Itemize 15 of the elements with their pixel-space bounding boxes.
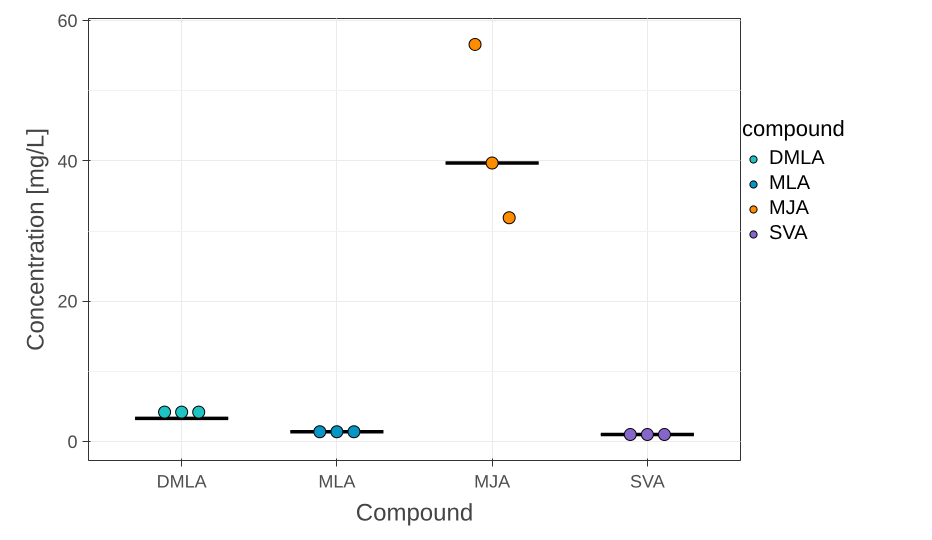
legend-title: compound [742,116,845,142]
x-tick-label: SVA [630,472,665,492]
y-tick-label: 20 [57,292,78,312]
legend-label: DMLA [769,147,825,170]
y-tick-label: 60 [57,11,78,32]
y-axis-title: Concentration [mg/L] [22,128,50,351]
x-tick-label: DMLA [156,472,207,492]
legend-label: SVA [769,222,808,245]
legend-label: MJA [769,197,809,220]
y-tick-label: 0 [67,432,78,452]
legend-label: MLA [769,172,810,195]
x-tick-label: MJA [474,472,510,492]
x-tick-label: MLA [318,472,356,492]
x-axis-title: Compound [356,500,474,526]
y-tick-label: 40 [57,151,78,172]
